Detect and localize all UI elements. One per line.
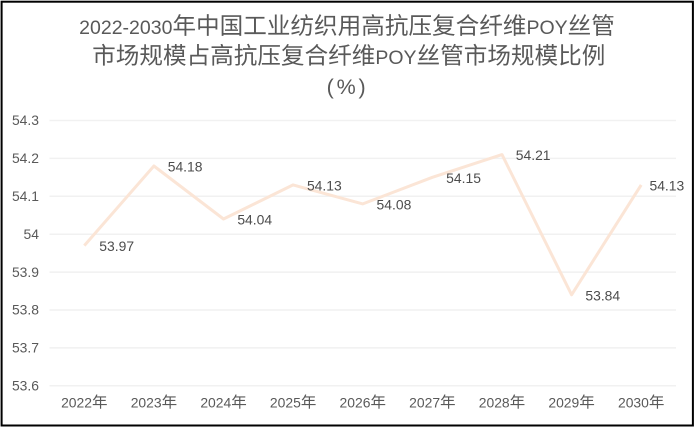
svg-text:54.1: 54.1	[12, 188, 39, 204]
svg-text:54.04: 54.04	[237, 212, 272, 228]
svg-text:2028: 2028	[479, 394, 510, 410]
svg-text:2029: 2029	[548, 394, 579, 410]
svg-text:2027: 2027	[409, 394, 440, 410]
svg-text:2022-2030: 2022-2030	[79, 17, 172, 39]
svg-text:2023: 2023	[131, 394, 162, 410]
svg-text:53.7: 53.7	[12, 340, 39, 356]
svg-text:53.6: 53.6	[12, 378, 39, 394]
svg-text:53.8: 53.8	[12, 302, 39, 318]
svg-text:53.97: 53.97	[99, 238, 134, 254]
svg-text:(%): (%)	[327, 75, 369, 99]
svg-text:54.2: 54.2	[12, 150, 39, 166]
svg-text:54.08: 54.08	[377, 196, 412, 212]
svg-text:54.13: 54.13	[307, 178, 342, 194]
svg-text:54.13: 54.13	[649, 178, 684, 194]
svg-text:54.18: 54.18	[168, 159, 203, 175]
svg-text:54.3: 54.3	[12, 112, 39, 128]
svg-text:2026: 2026	[340, 394, 371, 410]
svg-text:2024: 2024	[200, 394, 231, 410]
svg-text:54.21: 54.21	[516, 147, 551, 163]
svg-text:POY: POY	[526, 17, 567, 39]
svg-text:53.9: 53.9	[12, 264, 39, 280]
svg-text:53.84: 53.84	[585, 287, 620, 303]
svg-text:2025: 2025	[270, 394, 301, 410]
svg-text:54.15: 54.15	[446, 170, 481, 186]
svg-text:2022: 2022	[61, 394, 92, 410]
svg-text:54: 54	[24, 226, 40, 242]
svg-text:2030: 2030	[618, 394, 649, 410]
svg-text:POY: POY	[375, 47, 416, 69]
